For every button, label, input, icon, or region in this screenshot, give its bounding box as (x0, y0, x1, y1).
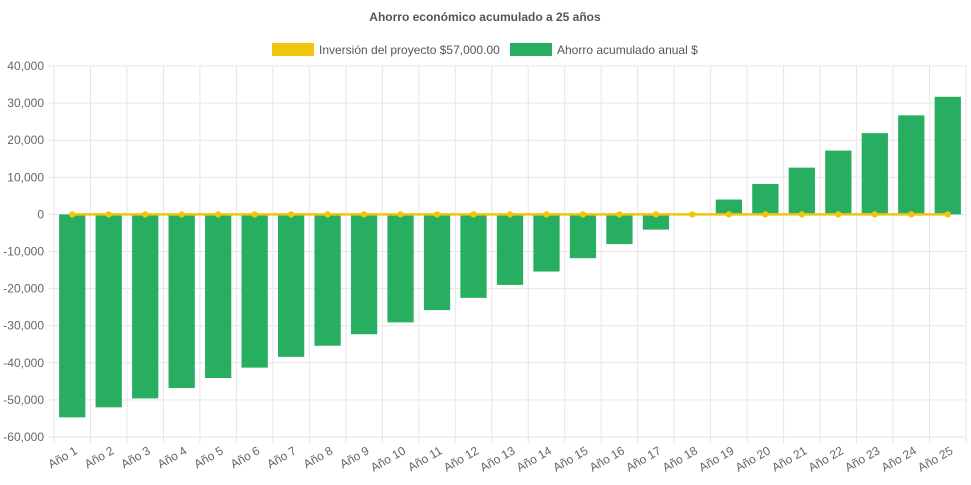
bar-22[interactable] (825, 150, 852, 215)
x-tick-label: Año 18 (660, 443, 700, 474)
bar-15[interactable] (569, 214, 597, 259)
line-point-21[interactable] (798, 211, 806, 218)
line-point-15[interactable] (579, 211, 587, 218)
bars (59, 96, 961, 418)
line-point-3[interactable] (142, 211, 149, 218)
bar-20[interactable] (752, 183, 779, 215)
line-point-10[interactable] (397, 211, 404, 218)
bar-4[interactable] (168, 214, 195, 389)
line-point-22[interactable] (835, 211, 842, 218)
y-tick-label: 10,000 (7, 170, 44, 184)
bar-2[interactable] (95, 214, 122, 408)
bar-21[interactable] (788, 167, 815, 215)
y-tick-label: -30,000 (3, 319, 44, 333)
x-tick-label: Año 10 (368, 443, 408, 474)
line-point-1[interactable] (69, 211, 76, 218)
x-tick-label: Año 14 (514, 443, 554, 474)
y-tick-label: 40,000 (7, 59, 44, 73)
y-axis: 40,000 30,000 20,000 10,000 0 -10,000 -20,000 -… (3, 59, 44, 444)
line-point-20[interactable] (762, 211, 769, 218)
line-point-18[interactable] (689, 211, 696, 218)
bar-11[interactable] (423, 214, 451, 311)
bar-9[interactable] (350, 214, 378, 335)
line-point-16[interactable] (616, 211, 623, 218)
bar-8[interactable] (314, 214, 341, 346)
bar-12[interactable] (460, 214, 487, 298)
x-tick-label: Año 25 (915, 443, 955, 474)
line-point-25[interactable] (944, 211, 951, 218)
x-tick-label: Año 3 (119, 443, 153, 471)
x-tick-label: Año 1 (46, 443, 80, 471)
y-tick-label: 20,000 (7, 133, 44, 147)
x-tick-label: Año 11 (405, 443, 444, 474)
y-tick-label: -40,000 (3, 356, 44, 370)
investment-line (69, 211, 951, 218)
x-tick-label: Año 16 (587, 443, 627, 474)
x-tick-label: Año 8 (301, 443, 335, 471)
legend-swatch-investment (272, 43, 314, 56)
legend-item-investment[interactable]: Inversión del proyecto $57,000.00 (272, 43, 500, 57)
x-tick-label: Año 15 (551, 443, 591, 474)
y-tick-label: 30,000 (7, 96, 44, 110)
x-tick-label: Año 24 (879, 443, 919, 474)
x-tick-label: Año 20 (733, 443, 773, 474)
x-tick-label: Año 5 (192, 443, 226, 471)
bar-3[interactable] (132, 214, 159, 399)
line-point-19[interactable] (725, 211, 733, 218)
x-tick-label: Año 23 (842, 443, 882, 474)
x-tick-label: Año 22 (806, 443, 846, 474)
line-point-9[interactable] (360, 211, 368, 218)
bar-1[interactable] (59, 214, 86, 418)
x-tick-label: Año 7 (264, 443, 298, 471)
y-tick-label: -50,000 (3, 393, 44, 407)
line-point-12[interactable] (470, 211, 477, 218)
line-point-7[interactable] (287, 211, 295, 218)
y-tick-label: -20,000 (3, 282, 44, 296)
x-tick-label: Año 4 (155, 443, 189, 471)
y-tick-label: -60,000 (3, 430, 44, 444)
x-tick-label: Año 2 (82, 443, 116, 471)
line-point-17[interactable] (652, 211, 660, 218)
line-point-11[interactable] (433, 211, 441, 218)
line-point-13[interactable] (506, 211, 514, 218)
line-point-24[interactable] (908, 211, 915, 218)
bar-24[interactable] (898, 115, 925, 215)
legend-swatch-savings (510, 43, 552, 56)
bar-19[interactable] (715, 199, 743, 215)
line-point-2[interactable] (105, 211, 112, 218)
y-tick-label: 0 (37, 207, 44, 221)
line-point-8[interactable] (324, 211, 331, 218)
line-point-5[interactable] (214, 211, 222, 218)
bar-10[interactable] (387, 214, 414, 323)
legend-item-savings[interactable]: Ahorro acumulado anual $ (510, 43, 698, 57)
x-tick-label: Año 6 (228, 443, 262, 471)
bar-5[interactable] (205, 214, 232, 379)
bar-7[interactable] (277, 214, 305, 357)
x-tick-label: Año 13 (478, 443, 518, 474)
legend-label-investment: Inversión del proyecto $57,000.00 (319, 43, 500, 57)
x-axis: Año 1 Año 2 Año 3 Año 4 Año 5 Año 6 Año 7 Año 8… (46, 443, 956, 474)
bar-14[interactable] (533, 214, 560, 272)
x-tick-label: Año 21 (769, 443, 809, 474)
bar-13[interactable] (496, 214, 524, 285)
line-point-4[interactable] (178, 211, 185, 218)
chart-title: Ahorro económico acumulado a 25 años (369, 10, 601, 24)
bar-23[interactable] (861, 133, 888, 215)
bar-6[interactable] (241, 214, 268, 368)
legend[interactable]: Inversión del proyecto $57,000.00 Ahorro… (272, 43, 698, 57)
grid-lines (48, 65, 967, 443)
x-tick-label: Año 12 (441, 443, 481, 474)
bar-25[interactable] (934, 96, 961, 215)
y-tick-label: -10,000 (3, 245, 44, 259)
bar-16[interactable] (606, 214, 633, 245)
line-point-23[interactable] (871, 211, 878, 218)
line-point-14[interactable] (543, 211, 550, 218)
x-tick-label: Año 9 (337, 443, 371, 471)
legend-label-savings: Ahorro acumulado anual $ (557, 43, 698, 57)
x-tick-label: Año 19 (696, 443, 736, 474)
bar-17[interactable] (642, 214, 670, 230)
x-tick-label: Año 17 (623, 443, 663, 474)
line-point-6[interactable] (251, 211, 258, 218)
